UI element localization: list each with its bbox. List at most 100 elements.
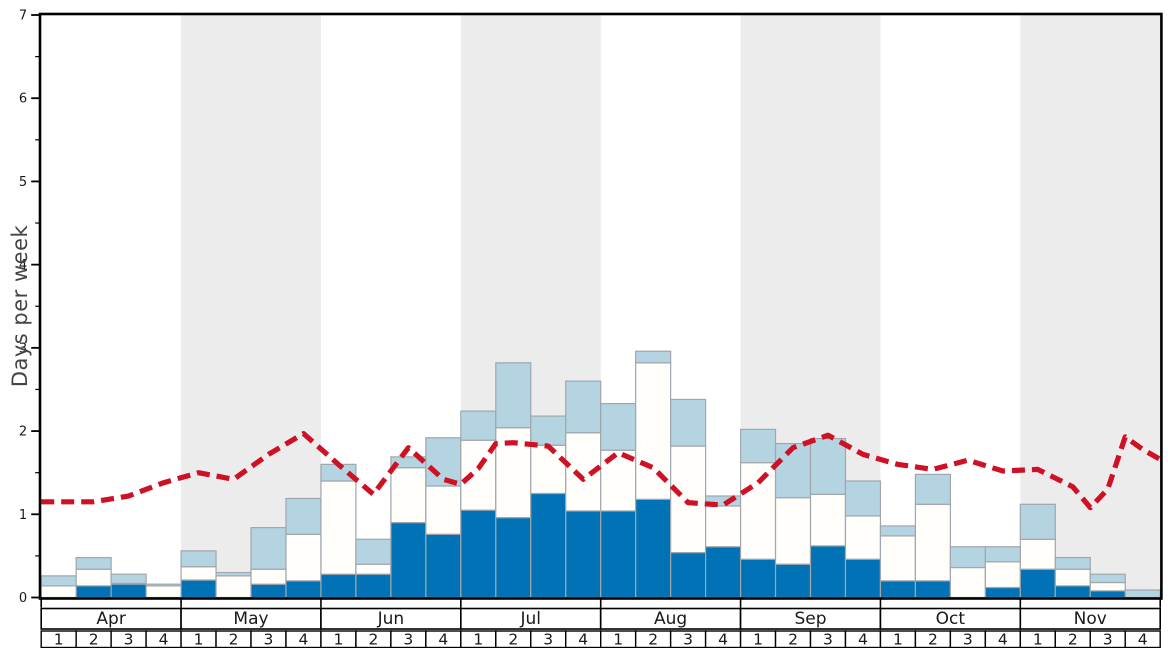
bar-segment-light-blue [565,380,602,434]
y-tick-label: 7 [19,9,27,24]
bar-segment-dark-blue [250,583,287,599]
week-label: 3 [963,631,973,648]
bar-segment-dark-blue [425,533,462,599]
bar-segment-light-blue [530,415,567,446]
bar-segment-dark-blue [879,580,917,599]
y-tick-label: 1 [19,508,27,523]
bar-segment-light-blue [425,437,462,487]
y-tick-label: 3 [19,341,27,356]
bar-segment-dark-blue [705,546,742,599]
bar-segment-light-blue [215,571,252,577]
bar-segment-dark-blue [1054,585,1091,599]
bar-segment-light-blue [110,573,147,584]
bar-segment-dark-blue [600,510,637,599]
bar-segment-dark-blue [844,558,882,599]
month-label: Jul [520,609,542,629]
week-row: 1 2 3 4 1 2 3 4 1 2 3 4 1 2 3 4 1 2 3 4 1 2 3 4 1 2 3 4 1 2 3 4 [40,630,1161,648]
week-label: 1 [613,631,623,648]
y-tick-label: 2 [19,425,27,440]
bar-segment-light-blue [809,437,847,495]
week-label: 2 [648,631,658,648]
month-cell [1019,607,1162,630]
month-label: Apr [96,609,125,629]
bar-segment-white [355,563,392,575]
bar-segment-light-blue [635,350,672,364]
week-label: 4 [998,631,1008,648]
bar-segment-light-blue [180,550,217,568]
bar-segment-white [739,462,777,560]
week-label: 2 [508,631,518,648]
week-label: 1 [194,631,204,648]
bar-segment-light-blue [600,403,637,451]
bar-segment-light-blue [495,362,532,429]
bar-segment-dark-blue [635,498,672,599]
bar-segment-white [1089,581,1126,592]
bar-segment-dark-blue [774,563,812,599]
y-tick-label: 6 [19,92,27,107]
bar-segment-dark-blue [285,580,322,599]
week-label: 2 [928,631,938,648]
bar-segment-white [774,497,812,565]
bar-segment-dark-blue [460,509,497,599]
bar-segment-dark-blue [809,545,847,599]
bar-segment-white [390,467,427,524]
bar-segment-white [215,575,252,599]
month-row: Apr May Jun Jul Aug Sep Oct Nov [40,607,1162,630]
y-axis-label: Days per week [8,224,32,388]
week-label: 3 [264,631,274,648]
week-label: 2 [368,631,378,648]
month-label: Nov [1074,609,1107,629]
bar-segment-dark-blue [75,585,112,599]
bar-segment-white [145,585,182,599]
week-label: 1 [893,631,903,648]
bar-segment-white [250,568,287,585]
month-label: May [233,609,268,629]
y-tick-label: 4 [19,258,27,273]
month-label: Aug [654,609,687,629]
bar-segment-light-blue [355,538,392,565]
y-tick-label: 5 [19,175,27,190]
bar-segment-dark-blue [495,517,532,599]
bar-segment-dark-blue [180,579,217,599]
bar-segment-light-blue [250,526,287,570]
bar-segment-white [530,444,567,495]
month-label: Jun [377,609,405,629]
bar-segment-white [949,566,986,599]
bar-segment-white [285,533,322,582]
bars-group [40,350,1161,599]
week-label: 1 [333,631,343,648]
bar-segment-light-blue [844,480,882,517]
week-label: 3 [124,631,134,648]
week-label: 1 [54,631,64,648]
week-label: 4 [858,631,868,648]
week-label: 2 [788,631,798,648]
bar-segment-dark-blue [1019,568,1056,599]
bar-segment-dark-blue [984,586,1021,599]
y-axis: 0 1 2 3 4 5 6 7 [19,9,40,606]
week-label: 2 [229,631,239,648]
bar-segment-dark-blue [355,573,392,599]
week-label: 1 [753,631,763,648]
bar-segment-white [879,535,917,582]
bar-segment-dark-blue [739,558,777,599]
bar-segment-white [40,585,77,599]
bar-segment-white [984,561,1021,589]
bar-segment-light-blue [1124,589,1161,599]
week-label: 1 [473,631,483,648]
week-label: 3 [823,631,833,648]
bar-segment-light-blue [1089,573,1126,584]
week-label: 3 [403,631,413,648]
week-label: 4 [718,631,728,648]
bar-segment-light-blue [984,546,1021,563]
week-label: 4 [438,631,448,648]
week-label: 1 [1033,631,1043,648]
bar-segment-white [1054,568,1091,587]
bar-segment-dark-blue [110,583,147,599]
bar-segment-dark-blue [530,492,567,599]
week-label: 4 [159,631,169,648]
week-label: 4 [1138,631,1148,648]
bar-segment-light-blue [879,525,917,537]
bar-segment-white [844,515,882,560]
week-label: 4 [578,631,588,648]
background-bands [181,15,1161,598]
